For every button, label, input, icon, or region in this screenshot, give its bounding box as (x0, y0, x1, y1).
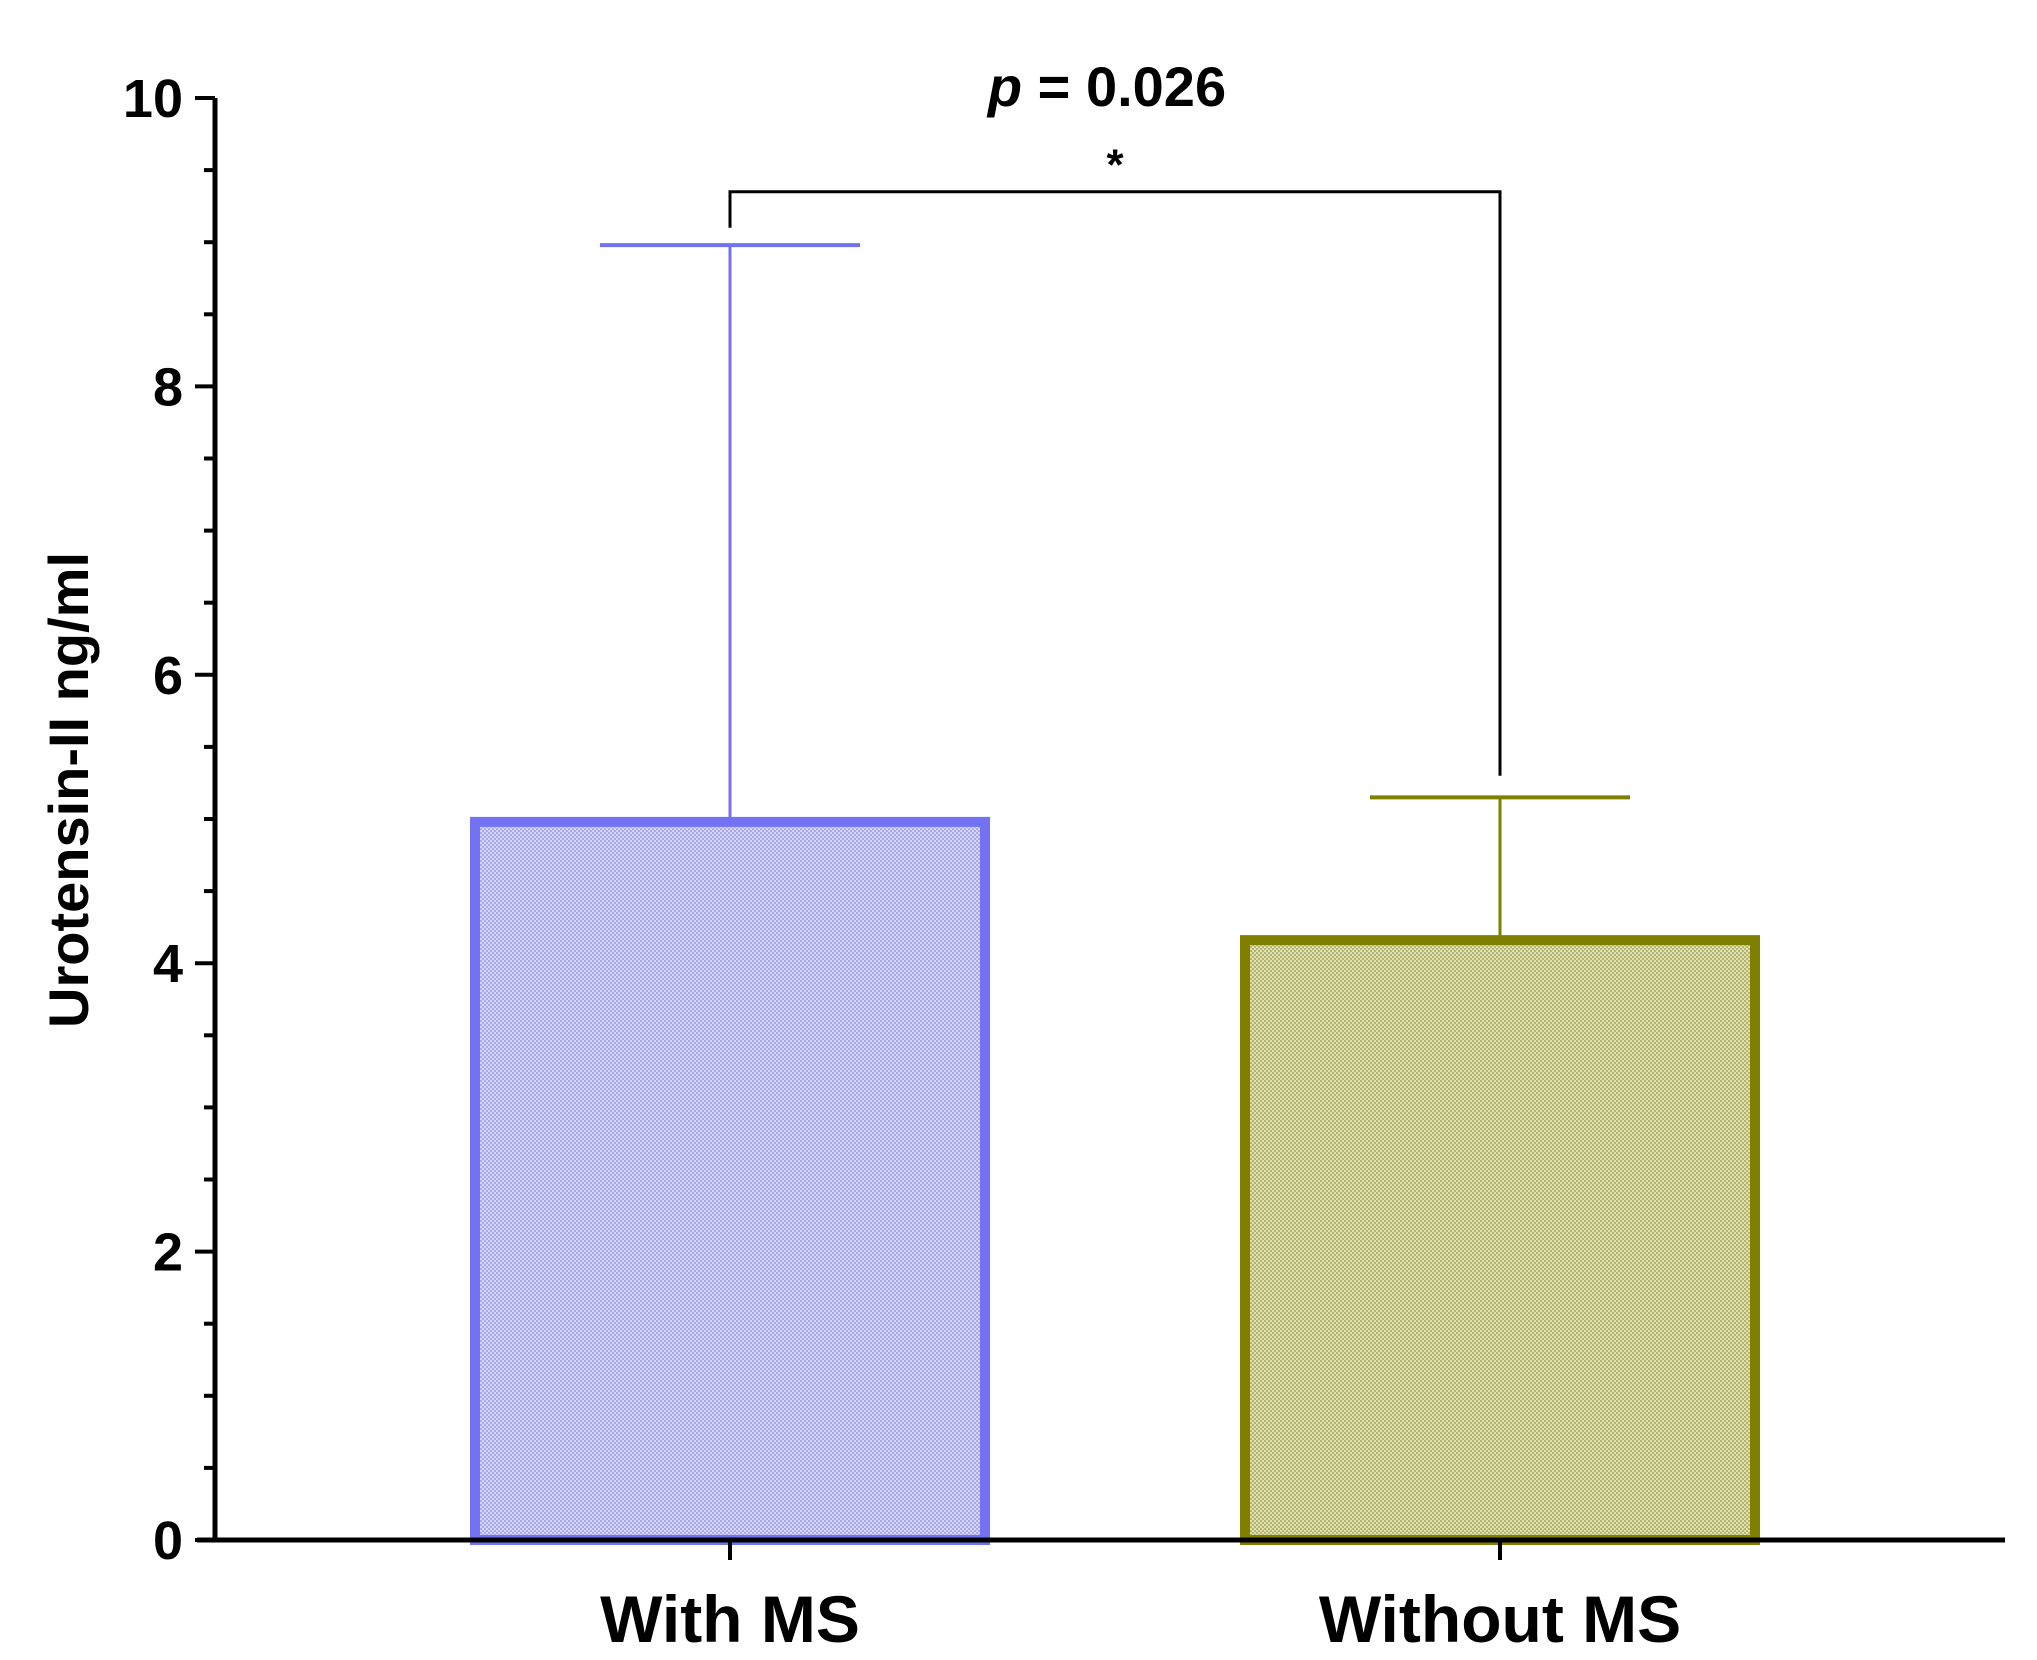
y-ticks: 0 2 4 6 8 10 (123, 69, 215, 1571)
significance-annotation: * p = 0.026 (728, 55, 1502, 776)
bars-layer (470, 816, 1760, 1545)
error-bars-layer (600, 243, 1630, 941)
y-tick-label: 8 (153, 357, 183, 417)
y-tick-label: 4 (153, 934, 183, 994)
significance-star: * (1106, 141, 1124, 190)
x-ticks: With MS Without MS (600, 1540, 1681, 1656)
x-category-label: With MS (600, 1582, 860, 1656)
y-tick-label: 10 (123, 69, 183, 129)
p-value-symbol: p (986, 55, 1022, 118)
y-tick-label: 6 (153, 646, 183, 706)
y-axis-title: Urotensin-II ng/ml (37, 552, 100, 1028)
y-tick-label: 0 (153, 1511, 183, 1571)
bar-with-ms (470, 816, 990, 1545)
p-value-label: p = 0.026 (986, 55, 1226, 118)
p-value-number: = 0.026 (1022, 55, 1226, 118)
significance-bracket (728, 190, 1502, 776)
y-tick-label: 2 (153, 1223, 183, 1283)
x-category-label: Without MS (1319, 1582, 1681, 1656)
bar-without-ms (1240, 935, 1760, 1545)
